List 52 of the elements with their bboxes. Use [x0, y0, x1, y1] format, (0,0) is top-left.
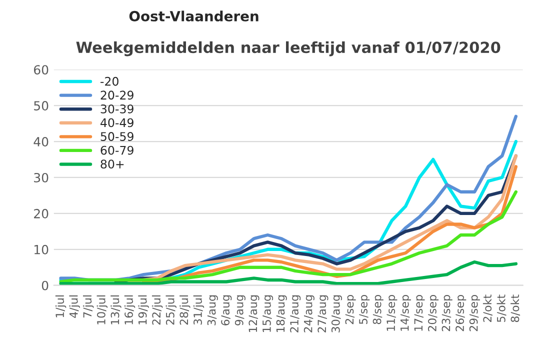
x-tick-label: 10/jul: [96, 295, 108, 324]
x-tick-label: 2/sep: [345, 294, 356, 324]
x-tick-label: 25/jul: [166, 295, 177, 325]
x-tick-label: 8/okt: [510, 294, 520, 322]
y-tick-label: 10: [34, 244, 48, 254]
x-tick-label: 7/jul: [83, 295, 94, 318]
legend-label: 40-49: [100, 118, 134, 128]
line-series: [59, 190, 518, 284]
legend-label: -20: [100, 76, 118, 86]
x-tick-label: 16/jul: [124, 295, 136, 324]
x-tick-label: 13/jul: [110, 295, 122, 324]
x-tick-label: 6/aug: [221, 295, 232, 326]
x-tick-label: 31/jul: [193, 295, 204, 325]
chart-title: Oost-Vlaanderen: [129, 10, 258, 22]
y-tick-label: 60: [34, 65, 48, 75]
x-tick-label: 1/jul: [55, 295, 66, 318]
chart-subtitle: Weekgemiddelden naar leeftijd vanaf 01/07/2020: [76, 41, 500, 56]
y-tick-label: 50: [34, 101, 48, 110]
legend-label: 50-59: [100, 132, 134, 141]
x-tick-label: 3/aug: [207, 295, 218, 326]
y-tick-label: 30: [34, 172, 48, 182]
x-tick-label: 15/aug: [262, 295, 274, 332]
y-tick-label: 40: [34, 136, 48, 146]
x-tick-label: 4/jul: [69, 295, 80, 318]
x-tick-label: 29/sep: [469, 294, 480, 332]
y-tick-label: 20: [34, 208, 48, 218]
x-tick-label: 26/sep: [456, 294, 466, 332]
x-tick-label: 8/sep: [372, 294, 384, 324]
x-tick-label: 24/aug: [304, 295, 314, 332]
x-tick-label: 28/jul: [180, 295, 190, 325]
legend-label: 80+: [100, 160, 124, 169]
x-tick-label: 17/sep: [414, 294, 425, 331]
x-tick-label: 20/sep: [428, 294, 439, 332]
x-tick-label: 27/aug: [318, 295, 328, 332]
x-tick-label: 5/okt: [496, 294, 506, 322]
x-tick-label: 14/sep: [400, 294, 411, 331]
legend-label: 30-39: [100, 104, 134, 114]
legend-label: 20-29: [100, 90, 134, 100]
x-tick-label: 18/aug: [276, 295, 287, 332]
x-tick-label: 19/jul: [138, 295, 149, 324]
x-tick-label: 9/aug: [234, 295, 246, 326]
y-tick-label: 0: [42, 280, 48, 290]
x-tick-label: 2/okt: [482, 294, 492, 322]
x-tick-label: 21/aug: [290, 295, 301, 332]
x-tick-label: 11/sep: [386, 294, 398, 331]
x-tick-label: 30/aug: [331, 295, 342, 332]
x-tick-label: 12/aug: [248, 295, 260, 332]
line-series: [59, 260, 518, 286]
x-tick-label: 5/sep: [359, 294, 370, 324]
legend-label: 60-79: [100, 146, 134, 155]
x-tick-label: 22/jul: [152, 295, 163, 325]
x-tick-label: 23/sep: [442, 294, 452, 332]
